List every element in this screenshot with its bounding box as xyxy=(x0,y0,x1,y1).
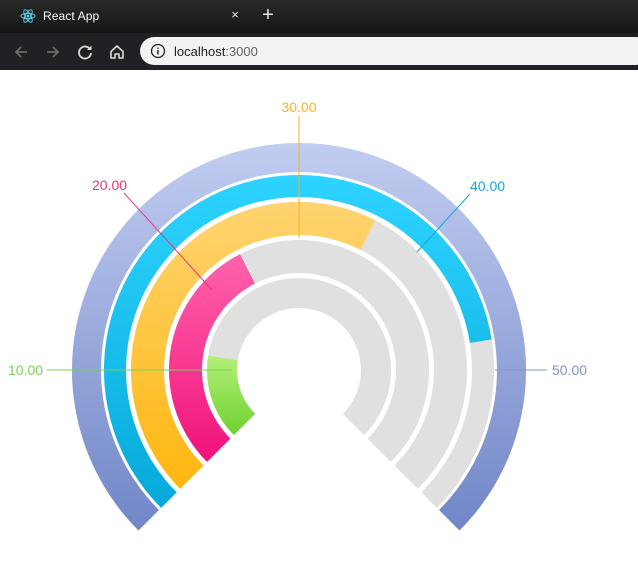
arrow-right-icon xyxy=(47,46,60,58)
tab-title: React App xyxy=(43,9,100,23)
tick-label-2: 20.00 xyxy=(92,177,127,193)
tick-leader-line-4 xyxy=(416,193,471,253)
back-button[interactable] xyxy=(10,41,32,63)
browser-tab[interactable]: React App × xyxy=(8,0,248,33)
track-ring-1 xyxy=(207,278,391,436)
bar-2[interactable] xyxy=(169,254,255,462)
info-icon[interactable] xyxy=(150,43,166,59)
home-icon xyxy=(110,45,124,59)
browser-tab-bar: React App × + xyxy=(0,0,638,33)
tab-close-button[interactable]: × xyxy=(231,7,239,22)
radial-bar-chart: 10.00 20.00 30.00 40.00 50.00 xyxy=(8,99,587,531)
reload-button[interactable] xyxy=(74,41,96,63)
arrow-left-icon xyxy=(14,46,27,58)
url-port: :3000 xyxy=(225,44,258,59)
bar-5[interactable] xyxy=(71,143,526,531)
url-text: localhost:3000 xyxy=(174,44,258,59)
react-logo-icon xyxy=(20,9,36,23)
tick-label-5: 50.00 xyxy=(552,362,587,378)
bar-3[interactable] xyxy=(130,201,376,489)
address-bar[interactable]: localhost:3000 xyxy=(140,37,638,65)
tick-label-1: 10.00 xyxy=(8,362,43,378)
tick-label-3: 30.00 xyxy=(281,99,316,115)
browser-toolbar: localhost:3000 xyxy=(0,33,638,70)
bar-4[interactable] xyxy=(103,175,492,508)
bar-1[interactable] xyxy=(207,355,256,436)
page-content: 10.00 20.00 30.00 40.00 50.00 xyxy=(0,70,638,577)
url-host: localhost xyxy=(174,44,226,59)
tick-label-4: 40.00 xyxy=(470,178,505,194)
reload-icon xyxy=(78,45,92,60)
forward-button[interactable] xyxy=(42,41,64,63)
home-button[interactable] xyxy=(106,41,128,63)
new-tab-button[interactable]: + xyxy=(262,4,274,26)
tick-leader-line-2 xyxy=(123,192,213,291)
